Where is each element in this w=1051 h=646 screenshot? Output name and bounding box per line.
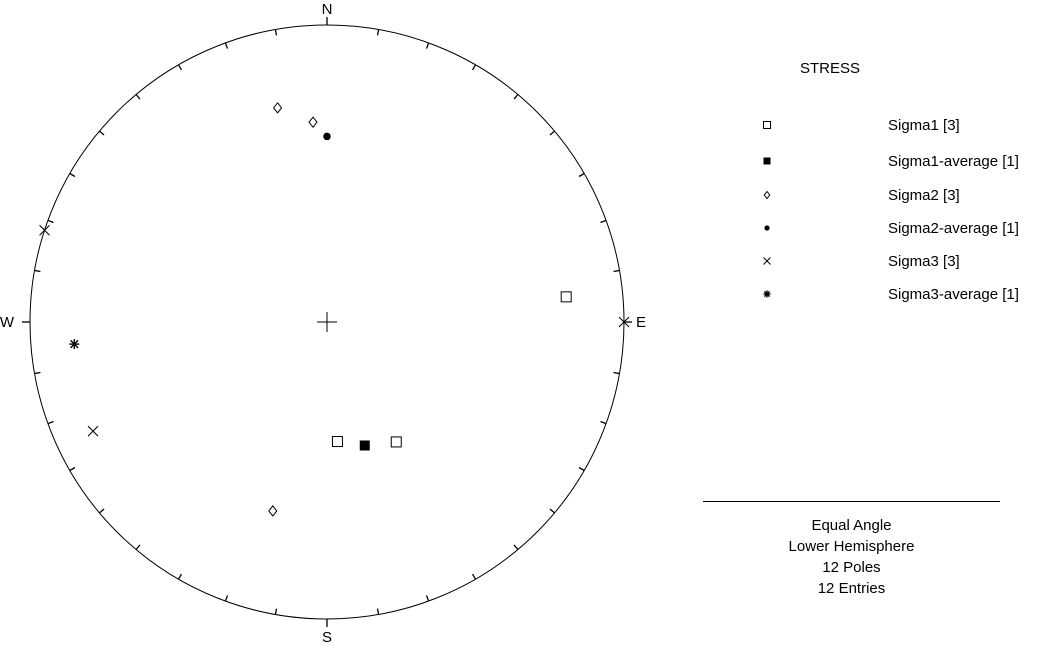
west-label: W <box>0 314 15 331</box>
entry-count: 12 Entries <box>817 580 886 597</box>
azimuth-tick <box>135 94 141 100</box>
azimuth-tick <box>578 172 585 178</box>
azimuth-tick <box>69 172 76 178</box>
azimuth-tick <box>600 219 607 224</box>
azimuth-tick <box>47 420 54 425</box>
pole-point-open-square <box>560 291 572 303</box>
azimuth-tick <box>99 508 105 514</box>
azimuth-tick <box>177 64 183 71</box>
azimuth-tick <box>425 42 430 49</box>
legend-label: Sigma3 [3] <box>888 253 960 270</box>
legend-title: STRESS <box>800 60 861 77</box>
azimuth-ticks <box>22 17 632 627</box>
legend-item-sigma3-average: Sigma3-average [1] <box>730 284 1051 306</box>
azimuth-tick <box>47 219 54 224</box>
azimuth-tick <box>99 130 105 136</box>
pole-point-asterisk <box>69 339 80 350</box>
pole-point-open-diamond <box>268 505 278 517</box>
projection-info: Equal Angle Lower Hemisphere 12 Poles 12… <box>703 515 1000 599</box>
pole-point-open-square <box>390 436 402 448</box>
azimuth-tick <box>613 269 620 273</box>
filled-circle-icon <box>764 225 770 231</box>
legend-item-sigma2: Sigma2 [3] <box>730 185 1051 207</box>
legend-label: Sigma3-average [1] <box>888 286 1019 303</box>
center-cross <box>317 312 337 332</box>
azimuth-tick <box>34 371 41 375</box>
legend-label: Sigma2 [3] <box>888 187 960 204</box>
legend-item-sigma2-average: Sigma2-average [1] <box>730 218 1051 240</box>
azimuth-tick <box>376 29 380 36</box>
open-square-icon <box>763 121 771 129</box>
azimuth-tick <box>578 466 585 472</box>
north-label: N <box>322 1 333 18</box>
azimuth-tick <box>600 420 607 425</box>
pole-point-x <box>87 425 99 437</box>
azimuth-tick <box>513 94 519 100</box>
legend-item-sigma1: Sigma1 [3] <box>730 115 1051 137</box>
azimuth-tick <box>274 608 278 615</box>
pole-point-x <box>618 316 630 328</box>
pole-count: 12 Poles <box>822 559 881 576</box>
pole-point-x <box>39 224 50 236</box>
x-icon <box>763 257 771 265</box>
east-label: E <box>636 314 646 331</box>
azimuth-tick <box>471 573 477 580</box>
pole-point-open-diamond <box>272 102 283 114</box>
pole-point-open-square <box>331 436 343 448</box>
azimuth-tick <box>224 42 229 49</box>
projection-type: Equal Angle <box>811 517 892 534</box>
azimuth-tick <box>34 269 41 273</box>
azimuth-tick <box>69 466 76 472</box>
legend-label: Sigma1 [3] <box>888 117 960 134</box>
azimuth-tick <box>471 64 477 71</box>
azimuth-tick <box>376 608 380 615</box>
azimuth-tick <box>513 544 519 550</box>
legend-item-sigma1-average: Sigma1-average [1] <box>730 151 1051 173</box>
azimuth-tick <box>135 544 141 550</box>
filled-square-icon <box>763 157 771 165</box>
pole-points <box>39 102 630 517</box>
azimuth-tick <box>425 595 430 602</box>
legend-item-sigma3: Sigma3 [3] <box>730 251 1051 273</box>
legend-label: Sigma1-average [1] <box>888 153 1019 170</box>
open-diamond-icon <box>763 190 771 200</box>
stereonet-plot: N S E W <box>0 1 646 646</box>
azimuth-tick <box>613 371 620 375</box>
south-label: S <box>322 629 332 646</box>
pole-point-filled-circle <box>323 132 331 141</box>
azimuth-tick <box>177 573 183 580</box>
pole-point-open-diamond <box>308 116 318 128</box>
pole-point-filled-square <box>359 440 370 451</box>
azimuth-tick <box>549 130 555 136</box>
azimuth-tick <box>274 29 278 36</box>
azimuth-tick <box>224 595 229 602</box>
info-divider <box>703 501 1000 502</box>
asterisk-icon <box>763 290 771 298</box>
hemisphere: Lower Hemisphere <box>788 538 915 555</box>
legend-label: Sigma2-average [1] <box>888 220 1019 237</box>
azimuth-tick <box>549 508 555 514</box>
